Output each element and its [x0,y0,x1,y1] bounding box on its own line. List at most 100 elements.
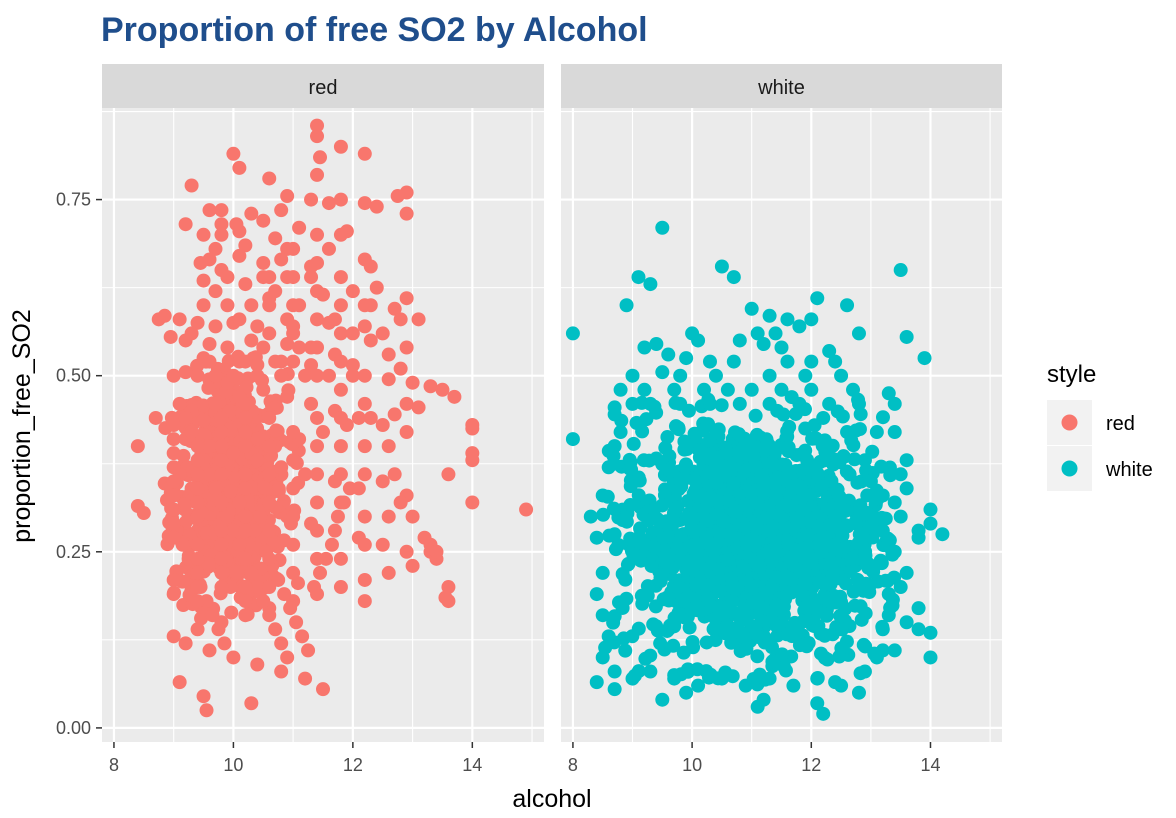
data-point [250,319,265,334]
data-point [670,500,685,515]
data-point [822,344,837,359]
data-point [817,650,832,665]
data-point [828,511,843,526]
data-point [887,425,902,440]
data-point [635,424,650,439]
data-point [226,368,241,383]
data-point [649,336,664,351]
data-point [190,551,205,566]
data-point [375,474,390,489]
data-point [345,284,360,299]
data-point [711,562,726,577]
data-point [238,523,253,538]
data-point [726,476,741,491]
data-point [310,129,325,144]
data-point [202,203,217,218]
data-point [601,629,616,644]
data-point [774,382,789,397]
data-point [393,312,408,327]
data-point [310,439,325,454]
data-point [893,263,908,278]
data-point [601,460,616,475]
data-point [333,139,348,154]
data-point [310,340,325,355]
data-point [238,551,253,566]
data-point [780,354,795,369]
data-point [244,696,259,711]
data-point [859,463,874,478]
data-point [250,453,265,468]
data-point [239,380,254,395]
data-point [363,333,378,348]
data-point [166,474,181,489]
data-point [671,580,686,595]
data-point [208,241,223,256]
data-point [761,633,776,648]
data-point [238,580,253,595]
data-point [324,537,339,552]
data-point [782,419,797,434]
data-points [565,220,950,721]
data-point [613,382,628,397]
data-point [762,308,777,323]
data-point [673,368,688,383]
data-point [172,675,187,690]
data-point [399,291,414,306]
y-tick-label: 0.00 [56,718,91,738]
data-point [238,425,253,440]
data-point [190,580,205,595]
data-point [814,479,829,494]
data-point [256,594,271,609]
y-tick-label: 0.25 [56,542,91,562]
data-point [283,601,298,616]
data-point [342,481,357,496]
data-point [250,357,265,372]
data-point [880,573,895,588]
data-point [190,439,205,454]
data-point [691,678,706,693]
data-point [840,298,855,313]
data-point [381,347,396,362]
data-point [750,521,765,536]
data-point [244,565,259,580]
data-point [848,514,863,529]
data-point [835,528,850,543]
data-point [702,354,717,369]
data-point [625,368,640,383]
data-point [792,638,807,653]
data-point [702,433,717,448]
data-point [853,407,868,422]
data-point [166,446,181,461]
data-point [214,467,229,482]
data-point [214,425,229,440]
data-point [214,495,229,510]
legend-title: style [1047,361,1096,388]
data-point [741,499,756,514]
y-axis-title: proportion_free_SO2 [8,309,36,542]
data-point [178,217,193,232]
data-point [214,523,229,538]
data-point [673,396,688,411]
data-point [357,594,372,609]
data-point [589,530,604,545]
data-point [208,481,223,496]
data-point [743,485,758,500]
data-point [923,516,938,531]
data-point [768,326,783,341]
data-point [201,380,216,395]
data-point [649,619,664,634]
data-point [166,418,181,432]
data-point [196,227,211,242]
data-point [274,636,289,651]
data-point [899,615,914,630]
data-point [787,615,802,630]
data-point [274,664,289,679]
legend-label: red [1106,413,1135,435]
data-point [655,220,670,235]
data-point [851,326,866,341]
data-point [257,480,272,495]
data-point [761,499,776,514]
data-point [864,518,879,533]
data-point [618,643,633,658]
data-point [274,252,289,267]
